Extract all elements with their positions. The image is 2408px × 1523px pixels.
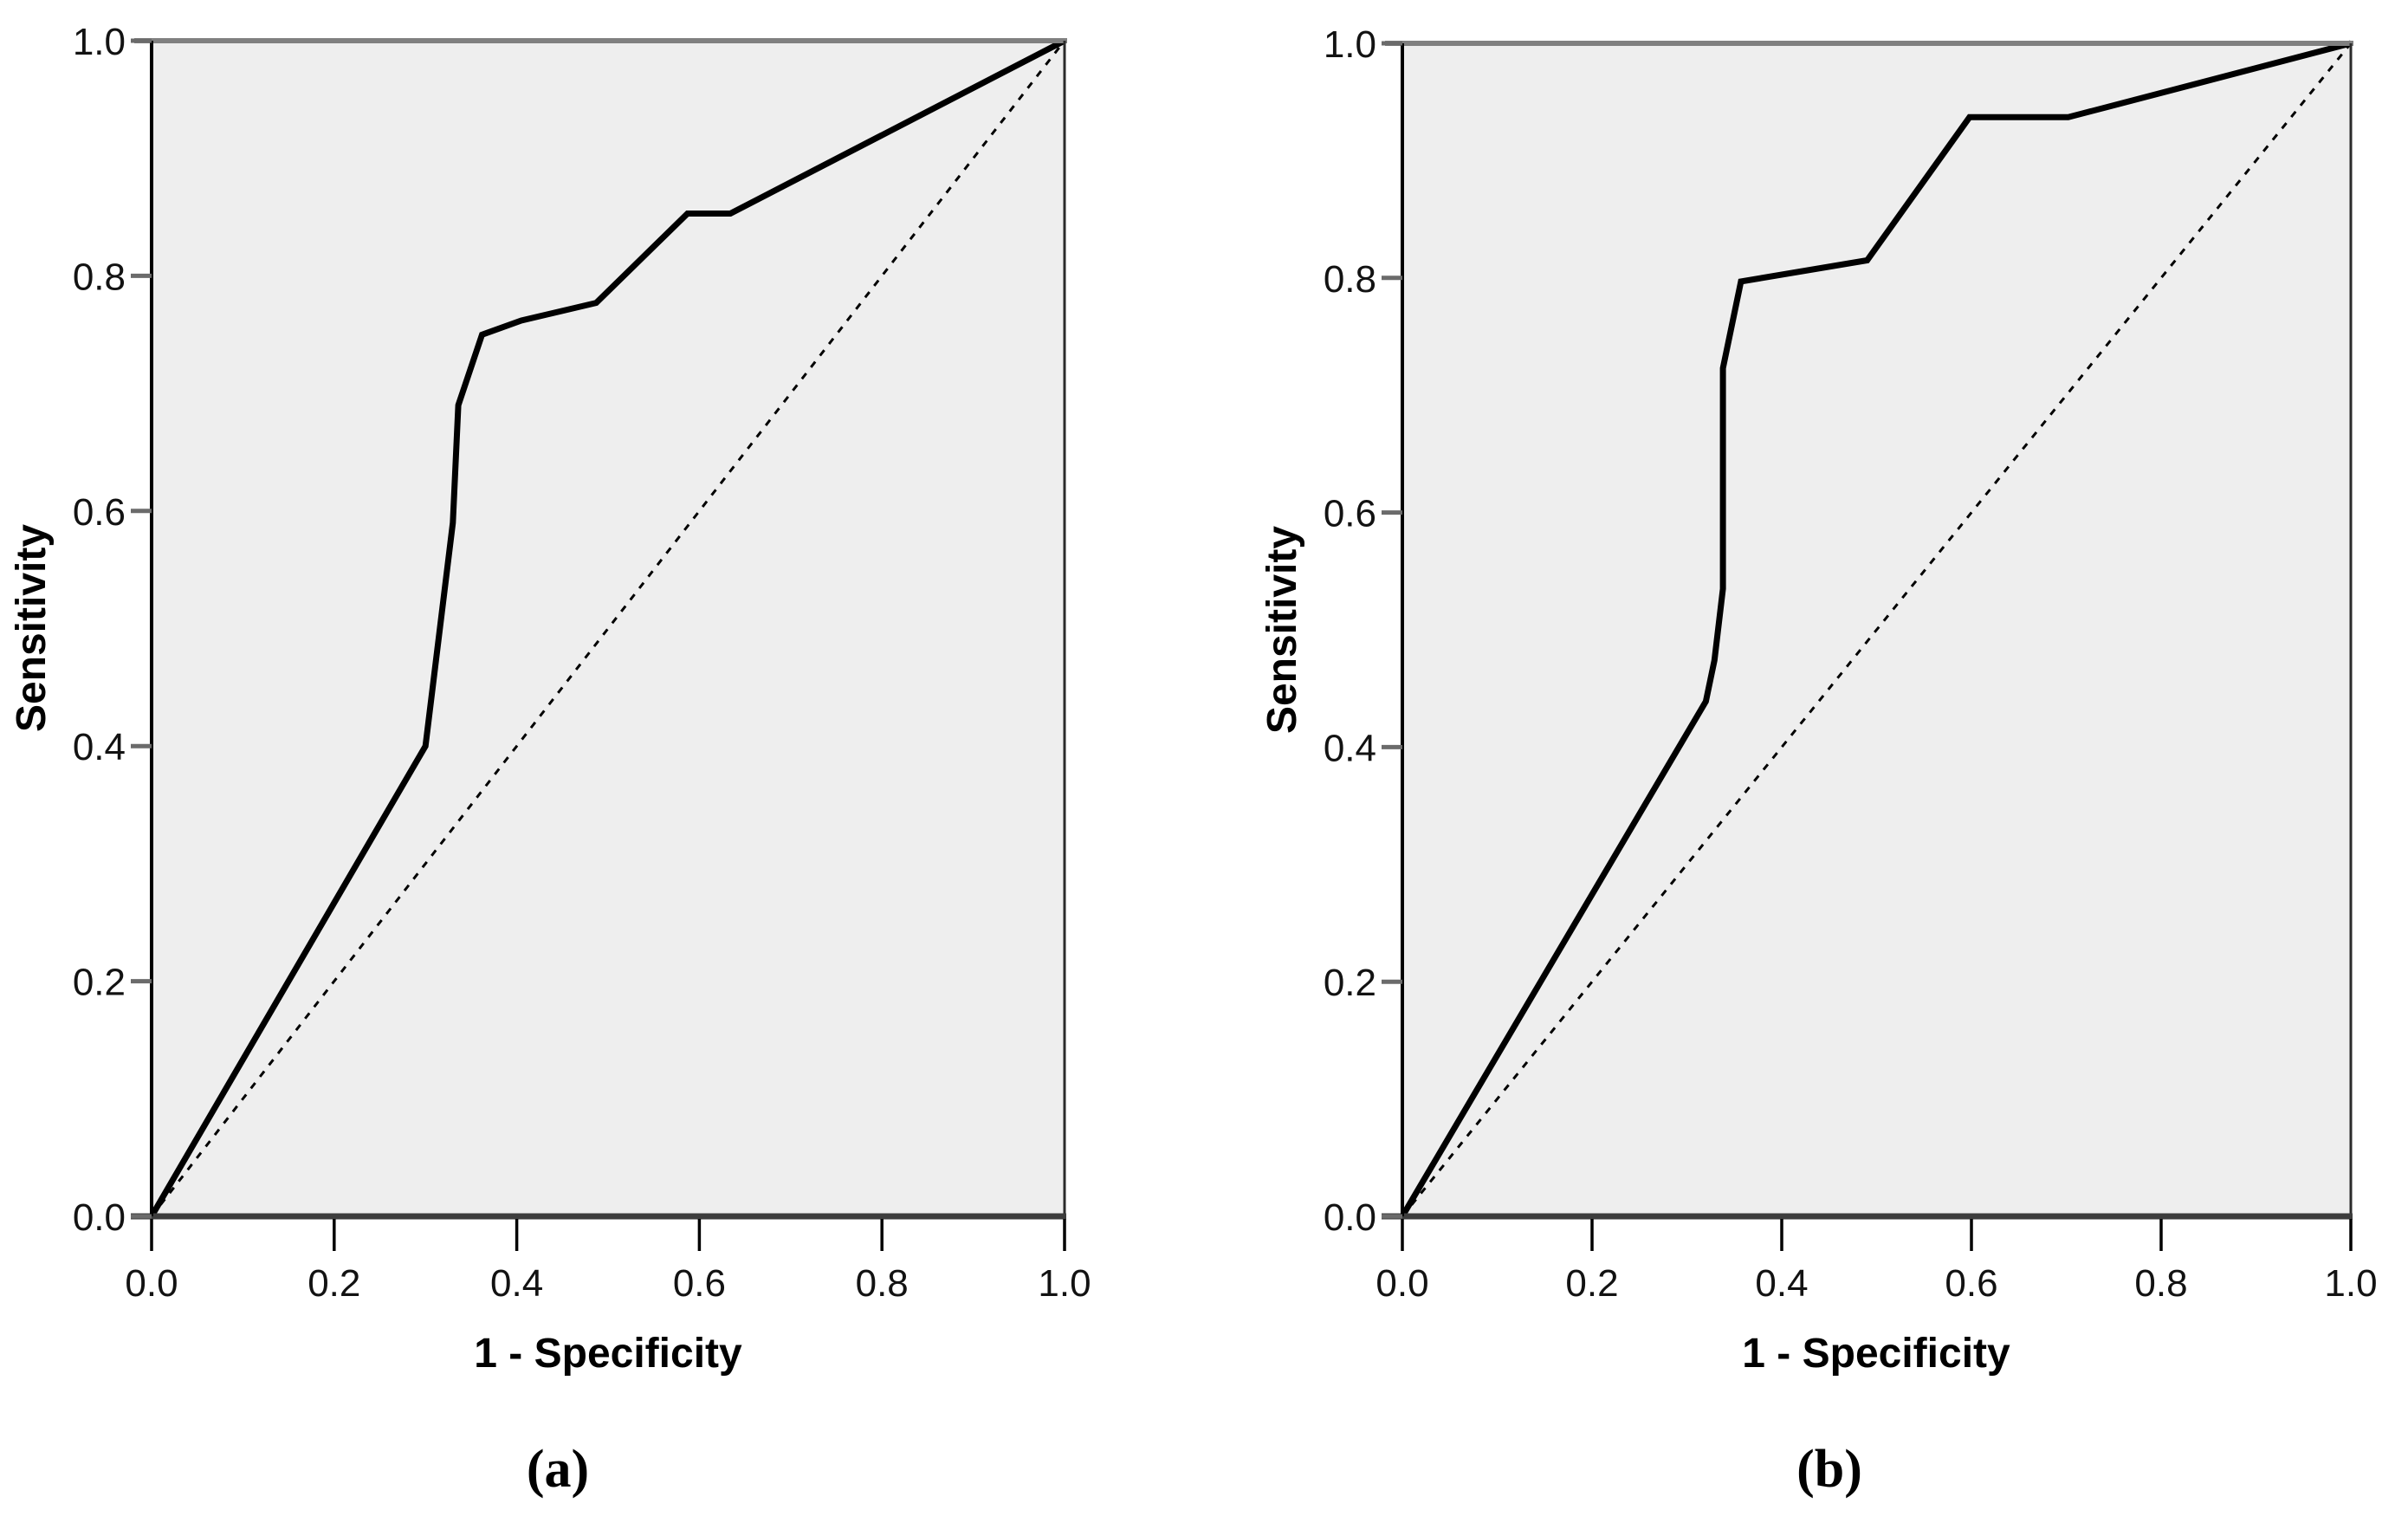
- x-tick-label: 0.2: [307, 1262, 360, 1305]
- y-tick-label: 0.0: [73, 1196, 126, 1239]
- roc-panel-b: 0.0 0.2 0.4 0.6 0.8 1.0 0.0 0.2 0.4 0.6 0.8 1.0 Sen…: [1259, 23, 2378, 1499]
- plot-layers-a: 0.0 0.2 0.4 0.6 0.8 1.0 0.0 0.2 0.4 0.6 0.8 1.0: [73, 21, 1091, 1305]
- reference-diagonal-b: [1401, 42, 2353, 1217]
- x-tick-label: 0.4: [1755, 1262, 1808, 1305]
- x-axis-title-b: 1 - Specificity: [1742, 1331, 2010, 1377]
- roc-curve-b: [1399, 40, 2352, 1218]
- x-tick-label: 0.8: [2134, 1262, 2187, 1305]
- roc-panel-a: 0.0 0.2 0.4 0.6 0.8 1.0 0.0 0.2 0.4 0.6 0.8 1.0 Sen…: [9, 21, 1091, 1499]
- y-tick-label: 0.2: [1324, 962, 1376, 1004]
- y-axis-title-b: Sensitivity: [1259, 526, 1305, 734]
- x-tick-label: 0.0: [125, 1262, 178, 1305]
- y-tick-label: 0.8: [73, 256, 126, 298]
- y-tick-label: 0.4: [73, 726, 126, 768]
- x-tick-label: 1.0: [2324, 1262, 2377, 1305]
- y-tick-label: 0.6: [1324, 493, 1376, 535]
- roc-curve-a: [148, 37, 1066, 1218]
- x-tick-label: 0.0: [1376, 1262, 1428, 1305]
- x-tick-label: 0.6: [673, 1262, 726, 1305]
- reference-diagonal-a: [150, 40, 1066, 1217]
- y-tick-label: 0.0: [1324, 1196, 1376, 1239]
- y-tick-label: 1.0: [1324, 23, 1376, 66]
- y-tick-label: 1.0: [73, 21, 126, 63]
- plot-layers-b: 0.0 0.2 0.4 0.6 0.8 1.0 0.0 0.2 0.4 0.6 0.8 1.0: [1324, 23, 2378, 1305]
- y-tick-label: 0.2: [73, 962, 126, 1004]
- y-tick-label: 0.8: [1324, 258, 1376, 301]
- x-tick-label: 0.8: [856, 1262, 909, 1305]
- panel-caption-a: (a): [527, 1440, 589, 1499]
- x-tick-label: 0.4: [490, 1262, 543, 1305]
- y-axis-title-a: Sensitivity: [9, 524, 55, 732]
- x-tick-label: 1.0: [1038, 1262, 1091, 1305]
- y-tick-label: 0.6: [73, 491, 126, 534]
- x-tick-label: 0.2: [1565, 1262, 1618, 1305]
- x-tick-label: 0.6: [1945, 1262, 1997, 1305]
- panel-caption-b: (b): [1796, 1440, 1862, 1499]
- x-axis-title-a: 1 - Specificity: [474, 1331, 742, 1377]
- y-tick-label: 0.4: [1324, 727, 1376, 769]
